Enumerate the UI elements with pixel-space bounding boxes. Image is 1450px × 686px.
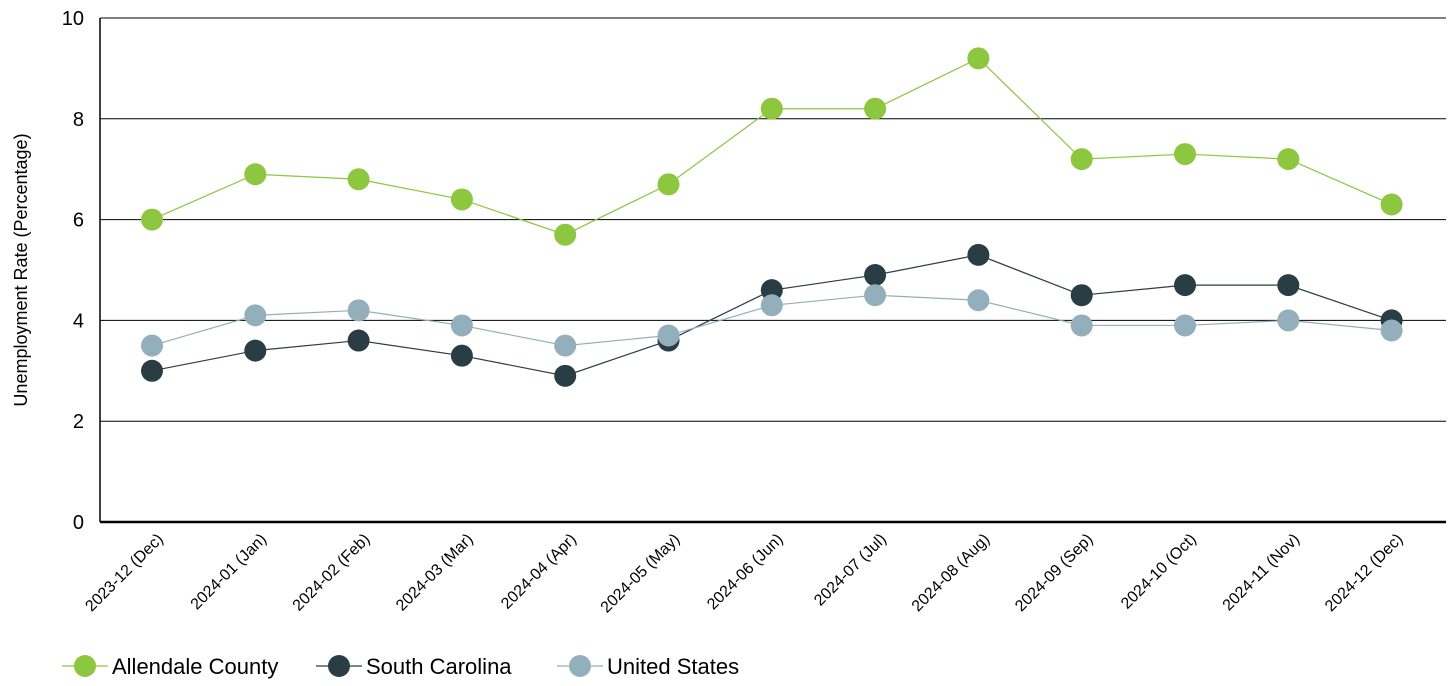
data-point: [141, 208, 163, 231]
data-point: [1174, 143, 1196, 166]
data-point: [1070, 148, 1093, 171]
x-tick-label: 2024-07 (Jul): [811, 531, 890, 610]
y-axis-title: Unemployment Rate (Percentage): [11, 133, 31, 406]
x-tick-label: 2024-12 (Dec): [1322, 531, 1406, 615]
legend-marker: [328, 655, 350, 677]
data-point: [1277, 309, 1300, 332]
axes: [99, 18, 1446, 524]
data-point: [864, 97, 887, 120]
x-axis-ticks: 2023-12 (Dec) 2024-01 (Jan) 2024-02 (Feb) 2…: [82, 531, 1406, 617]
legend-label: United States: [607, 654, 739, 679]
data-point: [347, 168, 370, 191]
data-point: [347, 329, 370, 352]
y-tick-label: 8: [73, 109, 84, 131]
data-point: [141, 359, 163, 382]
data-point: [554, 364, 577, 387]
legend-label: South Carolina: [366, 654, 512, 679]
y-tick-label: 0: [73, 512, 84, 534]
data-point: [967, 47, 990, 70]
data-point: [244, 304, 267, 327]
data-point: [657, 173, 680, 196]
y-tick-label: 4: [73, 310, 84, 332]
data-point: [967, 243, 990, 266]
data-point: [244, 163, 267, 186]
series-south-carolina: [141, 243, 1403, 387]
data-point: [141, 334, 163, 357]
legend-item: United States: [557, 654, 739, 679]
data-point: [657, 324, 680, 347]
y-tick-label: 6: [73, 210, 84, 232]
legend-item: South Carolina: [316, 654, 512, 679]
legend-label: Allendale County: [112, 654, 278, 679]
legend-marker: [74, 655, 96, 677]
data-point: [1277, 148, 1300, 171]
data-point: [760, 279, 783, 302]
x-tick-label: 2024-06 (Jun): [704, 531, 786, 613]
data-point: [1070, 314, 1093, 337]
legend: Allendale County South Carolina United Sta…: [62, 654, 739, 679]
data-point: [450, 314, 473, 337]
data-point: [1277, 274, 1300, 297]
y-tick-label: 2: [73, 411, 84, 433]
x-tick-label: 2024-02 (Feb): [290, 531, 374, 615]
data-point: [1070, 284, 1093, 307]
data-point: [967, 289, 990, 312]
data-point: [760, 294, 783, 317]
data-point: [1380, 319, 1403, 342]
x-tick-label: 2024-09 (Sep): [1012, 531, 1096, 615]
data-point: [864, 284, 887, 307]
x-tick-label: 2024-03 (Mar): [393, 531, 477, 615]
data-point: [1174, 274, 1196, 297]
data-point: [554, 334, 577, 357]
data-point: [760, 97, 783, 120]
data-point: [1174, 314, 1196, 337]
data-point: [554, 223, 577, 246]
y-axis-ticks: 0 2 4 6 8 10: [62, 8, 84, 534]
data-point: [1380, 193, 1403, 216]
series-line: [151, 57, 1392, 236]
x-tick-label: 2024-10 (Oct): [1118, 531, 1200, 613]
series-united-states: [141, 284, 1403, 357]
x-tick-label: 2024-05 (May): [598, 531, 684, 617]
x-tick-label: 2024-04 (Apr): [498, 531, 580, 613]
data-point: [244, 339, 267, 362]
data-point: [450, 344, 473, 367]
x-tick-label: 2024-11 (Nov): [1220, 531, 1304, 615]
gridlines: [100, 17, 1446, 422]
x-tick-label: 2023-12 (Dec): [82, 531, 166, 615]
x-tick-label: 2024-01 (Jan): [188, 531, 270, 613]
x-tick-label: 2024-08 (Aug): [909, 531, 993, 615]
data-point: [864, 264, 887, 287]
data-point: [347, 299, 370, 322]
legend-item: Allendale County: [62, 654, 278, 679]
series-allendale-county: [141, 47, 1403, 246]
data-point: [450, 188, 473, 211]
y-tick-label: 10: [62, 8, 84, 30]
legend-marker: [569, 655, 591, 677]
data-series: [141, 47, 1403, 387]
